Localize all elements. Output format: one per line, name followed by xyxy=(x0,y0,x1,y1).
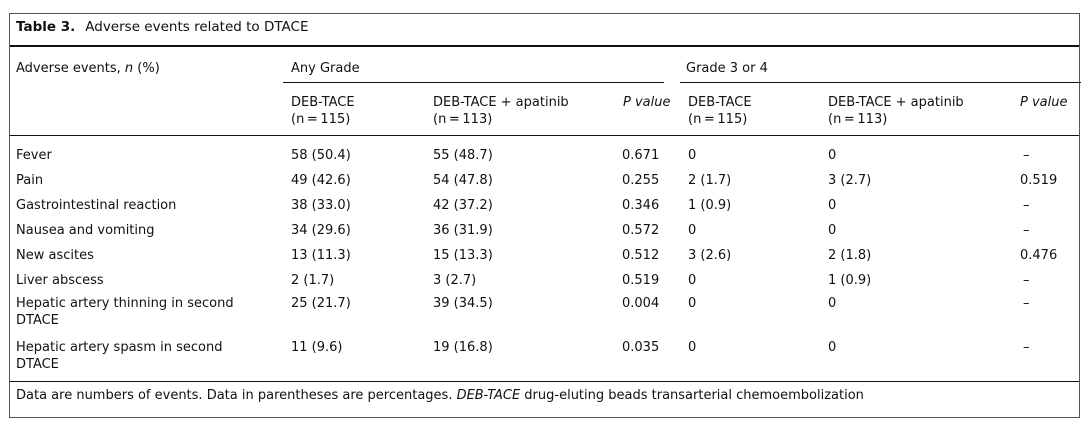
cell-g34-deb: 0 xyxy=(688,273,697,288)
row-label: Nausea and vomiting xyxy=(16,223,155,238)
cell-g34-p: – xyxy=(1023,223,1030,238)
cell-any-deb: 13 (11.3) xyxy=(291,248,351,263)
row-label: Fever xyxy=(16,148,52,163)
cell-any-deb: 2 (1.7) xyxy=(291,273,335,288)
cell-g34-deb: 0 xyxy=(688,223,697,238)
table-frame: Table 3. Adverse events related to DTACE … xyxy=(9,13,1081,418)
cell-any-p: 0.519 xyxy=(622,273,660,288)
cell-g34-p: – xyxy=(1023,148,1030,163)
col-any-deb: DEB-TACE (n = 115) xyxy=(291,95,355,127)
row-label: Hepatic artery thinning in second DTACE xyxy=(16,296,234,328)
caption-rule xyxy=(10,45,1079,47)
col-any-debap-n: (n = 113) xyxy=(433,112,493,127)
row-label: New ascites xyxy=(16,248,94,263)
footer-rule xyxy=(10,381,1079,382)
cell-any-deb: 34 (29.6) xyxy=(291,223,351,238)
cell-g34-debap: 0 xyxy=(828,223,837,238)
group-any-grade: Any Grade xyxy=(291,61,360,76)
cell-g34-p: – xyxy=(1023,198,1030,213)
cell-g34-p: – xyxy=(1023,340,1030,355)
cell-any-p: 0.346 xyxy=(622,198,660,213)
cell-any-p: 0.512 xyxy=(622,248,660,263)
cell-any-deb: 49 (42.6) xyxy=(291,173,351,188)
cell-any-deb: 58 (50.4) xyxy=(291,148,351,163)
cell-any-debap: 36 (31.9) xyxy=(433,223,493,238)
cell-any-debap: 39 (34.5) xyxy=(433,296,493,311)
cell-g34-p: – xyxy=(1023,296,1030,311)
cell-g34-deb: 3 (2.6) xyxy=(688,248,732,263)
cell-g34-deb: 0 xyxy=(688,340,697,355)
cell-g34-deb: 0 xyxy=(688,296,697,311)
col-any-deb-n: (n = 115) xyxy=(291,112,351,127)
table-title: Adverse events related to DTACE xyxy=(85,19,309,35)
row-label: Liver abscess xyxy=(16,273,104,288)
cell-g34-p: 0.519 xyxy=(1020,173,1058,188)
cell-g34-debap: 0 xyxy=(828,198,837,213)
cell-g34-deb: 1 (0.9) xyxy=(688,198,732,213)
cell-g34-debap: 2 (1.8) xyxy=(828,248,872,263)
table-footnote: Data are numbers of events. Data in pare… xyxy=(16,388,864,403)
header-rule xyxy=(10,135,1079,136)
row-label-header: Adverse events, n (%) xyxy=(16,61,160,76)
cell-any-p: 0.035 xyxy=(622,340,660,355)
cell-any-debap: 54 (47.8) xyxy=(433,173,493,188)
col-g34-deb: DEB-TACE (n = 115) xyxy=(688,95,752,127)
col-g34-deb-n: (n = 115) xyxy=(688,112,748,127)
cell-any-debap: 42 (37.2) xyxy=(433,198,493,213)
group-grade-3-4: Grade 3 or 4 xyxy=(686,61,768,76)
cell-g34-deb: 2 (1.7) xyxy=(688,173,732,188)
col-any-debap: DEB-TACE + apatinib (n = 113) xyxy=(433,95,569,127)
cell-g34-p: 0.476 xyxy=(1020,248,1058,263)
cell-any-deb: 25 (21.7) xyxy=(291,296,351,311)
table-number: Table 3. xyxy=(16,19,76,35)
cell-g34-debap: 3 (2.7) xyxy=(828,173,872,188)
cell-any-p: 0.255 xyxy=(622,173,660,188)
cell-g34-debap: 1 (0.9) xyxy=(828,273,872,288)
row-label: Gastrointestinal reaction xyxy=(16,198,177,213)
cell-g34-debap: 0 xyxy=(828,340,837,355)
col-g34-p: P value xyxy=(1020,95,1068,110)
cell-g34-deb: 0 xyxy=(688,148,697,163)
row-label: Hepatic artery spasm in second DTACE xyxy=(16,340,223,372)
row-label: Pain xyxy=(16,173,44,188)
group-any-rule xyxy=(283,82,664,83)
cell-any-debap: 19 (16.8) xyxy=(433,340,493,355)
cell-any-p: 0.671 xyxy=(622,148,660,163)
col-g34-debap: DEB-TACE + apatinib (n = 113) xyxy=(828,95,964,127)
cell-any-deb: 38 (33.0) xyxy=(291,198,351,213)
cell-any-p: 0.004 xyxy=(622,296,660,311)
cell-g34-debap: 0 xyxy=(828,148,837,163)
table-caption: Table 3. Adverse events related to DTACE xyxy=(16,18,309,36)
cell-g34-p: – xyxy=(1023,273,1030,288)
cell-any-p: 0.572 xyxy=(622,223,660,238)
col-any-p: P value xyxy=(623,95,671,110)
cell-any-debap: 15 (13.3) xyxy=(433,248,493,263)
cell-any-debap: 55 (48.7) xyxy=(433,148,493,163)
cell-g34-debap: 0 xyxy=(828,296,837,311)
group-g34-rule xyxy=(680,82,1081,83)
cell-any-debap: 3 (2.7) xyxy=(433,273,477,288)
cell-any-deb: 11 (9.6) xyxy=(291,340,343,355)
col-g34-debap-n: (n = 113) xyxy=(828,112,888,127)
